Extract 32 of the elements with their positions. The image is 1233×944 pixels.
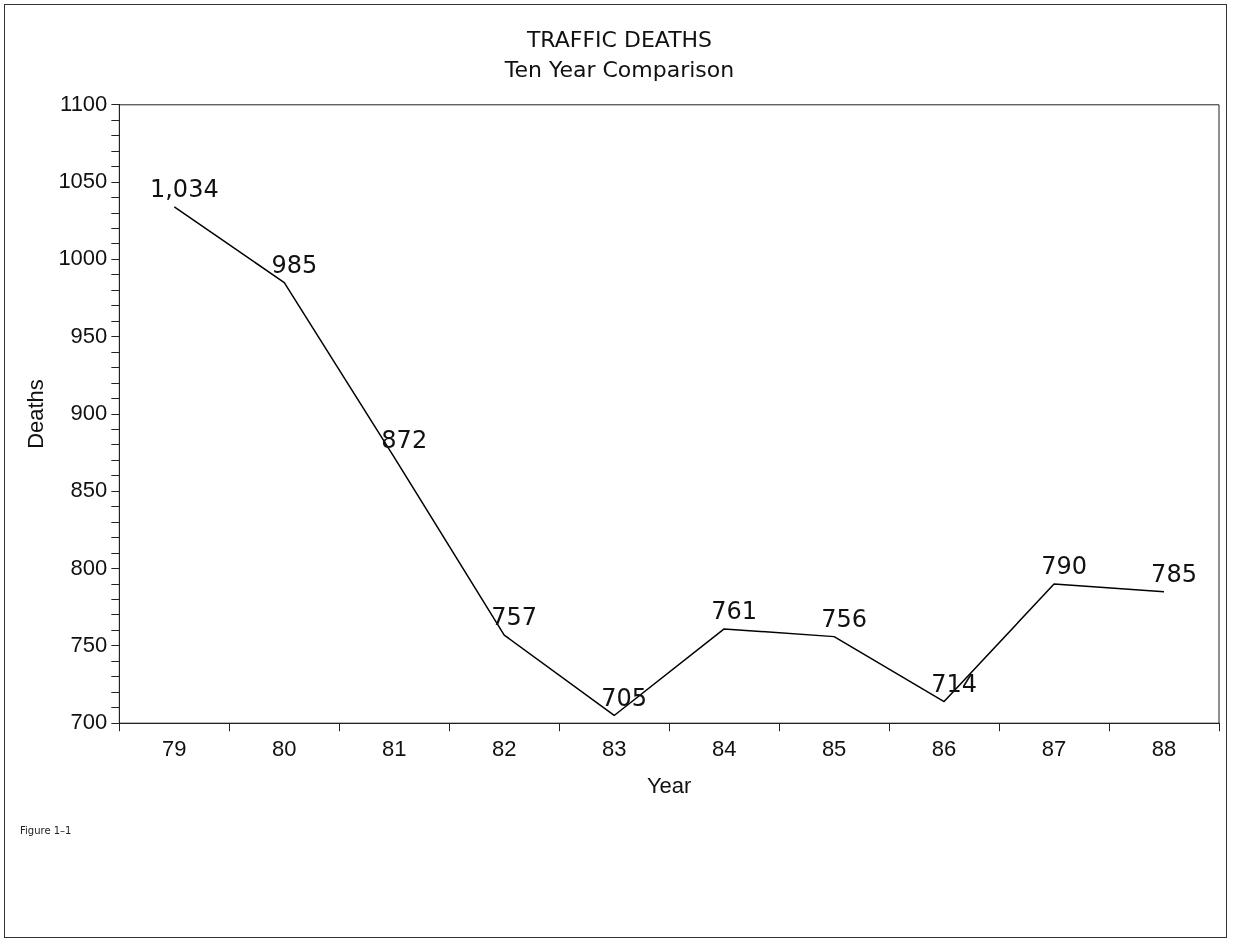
x-tick-label: 84: [711, 736, 737, 762]
data-label: 756: [821, 604, 868, 633]
y-tick-label: 800: [70, 554, 108, 580]
y-tick-label: 1100: [60, 90, 108, 116]
data-label: 985: [271, 250, 318, 279]
x-tick-label: 79: [162, 736, 187, 762]
y-tick-label: 850: [70, 477, 108, 503]
x-axis-title: Year: [646, 772, 692, 798]
y-tick-label: 1000: [58, 245, 108, 271]
y-tick-label: 950: [70, 322, 108, 348]
x-tick-label: 83: [601, 736, 627, 762]
data-label: 1,034: [149, 175, 219, 204]
x-tick-label: 80: [272, 736, 297, 762]
data-label: 757: [491, 603, 538, 632]
x-tick-label: 81: [382, 736, 407, 762]
y-tick-label: 750: [70, 631, 108, 657]
y-axis-title: Deaths: [23, 379, 49, 449]
data-label: 785: [1151, 560, 1197, 589]
x-tick-label: 85: [821, 736, 847, 762]
x-tick-label: 86: [931, 736, 957, 762]
y-tick-label: 900: [70, 400, 108, 426]
data-label: 872: [381, 425, 428, 454]
chart-subtitle: Ten Year Comparison: [503, 57, 735, 83]
data-label: 761: [711, 597, 758, 626]
x-tick-label: 82: [491, 736, 517, 762]
data-label: 790: [1041, 552, 1087, 581]
chart-title: TRAFFIC DEATHS: [525, 26, 713, 52]
x-tick-label: 87: [1041, 736, 1067, 762]
y-tick-label: 1050: [58, 168, 108, 194]
caption: Figure 1–1: [20, 825, 72, 836]
y-tick-label: 700: [70, 709, 108, 735]
x-tick-label: 88: [1151, 736, 1177, 762]
